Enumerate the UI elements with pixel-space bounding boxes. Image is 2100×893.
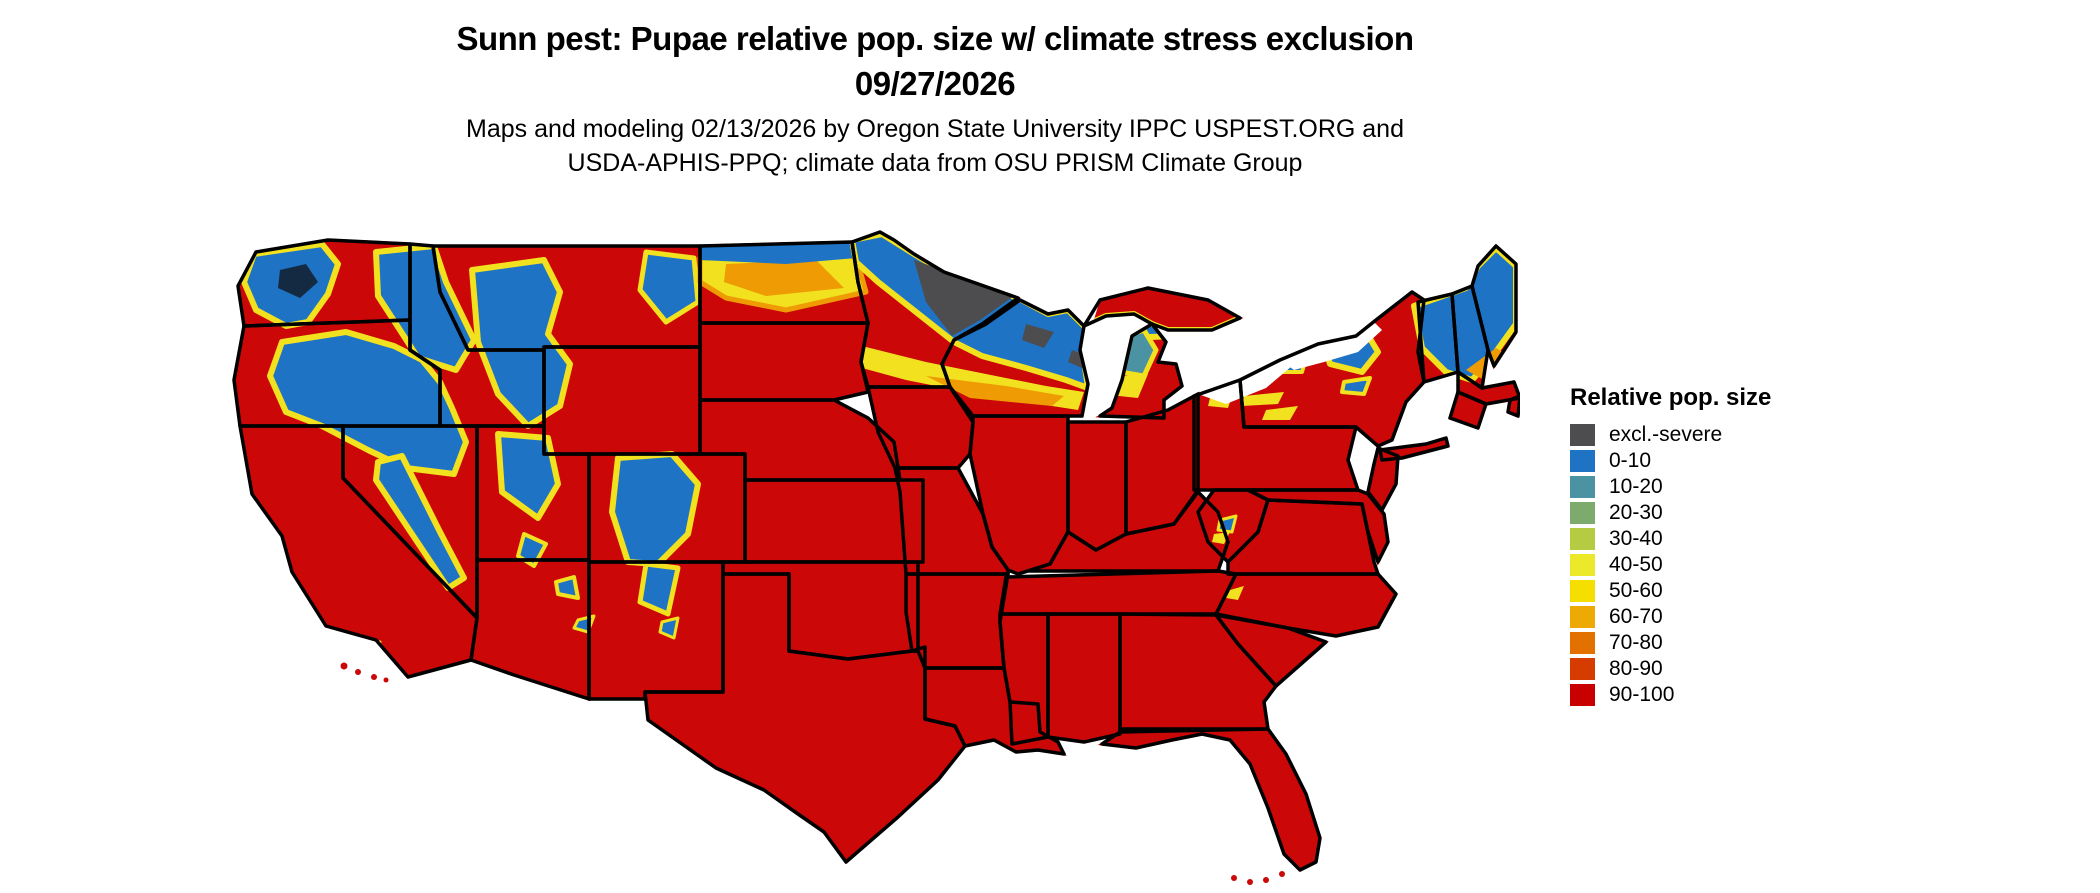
lake-michigan: [1080, 314, 1152, 416]
channel-island-dot: [340, 662, 348, 670]
region-pennsylvania-yellow-2: [1262, 406, 1298, 420]
legend-item: 50-60: [1570, 580, 1900, 602]
legend-item: excl.-severe: [1570, 424, 1900, 446]
region-wisconsin-exclusion-gray: [1022, 324, 1054, 348]
legend-label: 30-40: [1609, 527, 1663, 550]
region-sierra-nevada-low: [373, 453, 467, 591]
us-map-svg: [232, 230, 1522, 885]
region-arizona-mogollon-low: [554, 575, 580, 600]
channel-island-dot: [371, 674, 377, 680]
legend-label: 0-10: [1609, 449, 1652, 472]
legend-label: 40-50: [1609, 553, 1663, 576]
legend: Relative pop. size excl.-severe 0-10 10-20…: [1570, 384, 1900, 706]
legend-swatch: [1570, 658, 1595, 680]
florida-keys-dot: [1263, 877, 1269, 883]
legend-label: 10-20: [1609, 475, 1663, 498]
channel-island-dot: [383, 677, 389, 683]
legend-swatch: [1570, 632, 1595, 654]
subtitle-credit-1: Maps and modeling 02/13/2026 by Oregon S…: [466, 115, 1404, 143]
legend-swatch: [1570, 424, 1595, 446]
legend-item: 10-20: [1570, 476, 1900, 498]
legend-label: 20-30: [1609, 501, 1663, 524]
legend-swatch: [1570, 528, 1595, 550]
legend-swatch: [1570, 580, 1595, 602]
legend-title: Relative pop. size: [1570, 384, 1772, 411]
legend-item: 90-100: [1570, 684, 1900, 706]
map-date: 09/27/2026: [854, 65, 1016, 102]
legend-label: 50-60: [1609, 579, 1663, 602]
region-pennsylvania-yellow-1: [1242, 392, 1284, 406]
florida-keys-dot: [1247, 879, 1253, 885]
legend-swatch: [1570, 606, 1595, 628]
legend-item: 80-90: [1570, 658, 1900, 680]
subtitle-block: Maps and modeling 02/13/2026 by Oregon S…: [0, 112, 1870, 180]
region-catskills-low: [1340, 376, 1372, 396]
florida-keys-dot: [1231, 875, 1237, 881]
lake-erie: [1198, 360, 1292, 404]
legend-swatch: [1570, 684, 1595, 706]
region-north-dakota-transition-orange: [724, 260, 844, 296]
legend-swatch: [1570, 554, 1595, 576]
legend-label: 90-100: [1609, 683, 1675, 706]
legend-swatch: [1570, 502, 1595, 524]
legend-label: excl.-severe: [1609, 423, 1723, 446]
region-new-mexico-rockies-low: [637, 561, 681, 617]
region-minnesota-exclusion-gray: [914, 260, 1014, 336]
region-oregon-nevada-low: [267, 329, 469, 477]
title-block: Sunn pest: Pupae relative pop. size w/ c…: [0, 16, 1870, 106]
legend-item: 20-30: [1570, 502, 1900, 524]
region-wisconsin-orange-band: [926, 376, 1064, 406]
region-colorado-rockies-low: [609, 451, 701, 567]
us-map: [226, 230, 1522, 888]
legend-label: 60-70: [1609, 605, 1663, 628]
region-olympic-exclusion: [278, 264, 318, 298]
region-new-mexico-speck: [658, 616, 680, 640]
region-east-montana-low: [637, 249, 701, 325]
legend-items: excl.-severe 0-10 10-20 20-30 30-40 40-50 50-6…: [1570, 424, 1900, 706]
legend-label: 80-90: [1609, 657, 1663, 680]
map-islands: [340, 662, 1285, 885]
legend-item: 0-10: [1570, 450, 1900, 472]
subtitle-credit-2: USDA-APHIS-PPQ; climate data from OSU PR…: [567, 149, 1303, 177]
region-east-washington-idaho-low: [373, 243, 477, 373]
region-smokies-yellow: [1226, 586, 1244, 600]
legend-item: 40-50: [1570, 554, 1900, 576]
legend-item: 60-70: [1570, 606, 1900, 628]
channel-island-dot: [355, 669, 361, 675]
legend-item: 70-80: [1570, 632, 1900, 654]
legend-swatch: [1570, 450, 1595, 472]
legend-swatch: [1570, 476, 1595, 498]
florida-keys-dot: [1279, 871, 1285, 877]
lake-ontario: [1280, 322, 1382, 370]
legend-label: 70-80: [1609, 631, 1663, 654]
region-southwest-utah-low: [516, 532, 548, 568]
legend-item: 30-40: [1570, 528, 1900, 550]
map-title: Sunn pest: Pupae relative pop. size w/ c…: [456, 20, 1414, 57]
